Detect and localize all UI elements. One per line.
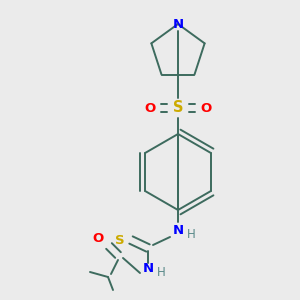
Text: S: S <box>115 233 125 247</box>
Text: O: O <box>200 101 211 115</box>
Text: O: O <box>92 232 104 244</box>
Text: N: N <box>172 224 184 236</box>
Text: O: O <box>144 101 156 115</box>
Text: N: N <box>172 17 184 31</box>
Text: H: H <box>157 266 165 278</box>
Text: N: N <box>142 262 154 275</box>
Text: S: S <box>173 100 183 116</box>
Text: H: H <box>187 227 195 241</box>
